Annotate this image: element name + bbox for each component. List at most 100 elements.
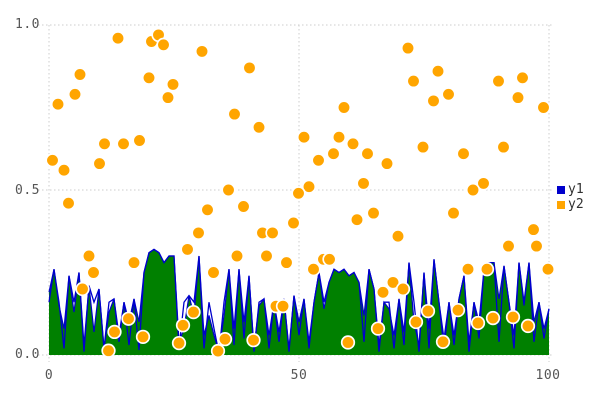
y2-point [56, 163, 72, 178]
y2-point [141, 70, 157, 85]
y2-point [420, 303, 436, 319]
y2-point [210, 343, 226, 359]
legend: y1 y2 [557, 183, 584, 212]
y2-point [311, 153, 326, 168]
ytick-1.0: 1.0 [15, 17, 40, 32]
y2-point [200, 202, 215, 217]
y2-point [336, 100, 352, 115]
y2-point [97, 136, 112, 151]
y2-point [291, 186, 306, 201]
y2-point [485, 310, 501, 326]
y2-point [265, 225, 280, 241]
ytick-0.5: 0.5 [15, 183, 40, 198]
y2-point [529, 238, 544, 254]
y2-point [520, 318, 536, 334]
y2-point [165, 77, 181, 92]
y2-point [121, 311, 136, 326]
y2-point [408, 314, 424, 330]
y2-point [279, 255, 294, 270]
y2-point [476, 176, 491, 191]
y2-point [107, 324, 122, 340]
y2-point [460, 262, 476, 277]
y2-point [75, 281, 90, 297]
xtick-50: 50 [290, 368, 308, 383]
y2-point [67, 87, 83, 102]
y2-point [50, 97, 66, 112]
y2-point [395, 281, 411, 297]
y2-point [227, 106, 242, 122]
legend-swatch-y1-icon [557, 186, 565, 194]
y2-point [132, 133, 147, 148]
y2-point [326, 146, 341, 161]
y2-point [126, 255, 142, 270]
y2-point [229, 248, 245, 264]
y2-point [160, 90, 176, 105]
y2-point [430, 64, 446, 79]
y2-point [331, 130, 347, 145]
y2-point [322, 252, 337, 267]
y2-point [296, 130, 312, 145]
y2-point [446, 205, 461, 221]
y2-point [360, 146, 375, 161]
y2-point [92, 156, 107, 171]
y2-point [426, 93, 441, 109]
y2-point [496, 139, 511, 155]
y2-point [221, 182, 236, 198]
y2-point [175, 318, 191, 333]
y2-point [379, 156, 395, 171]
y2-point [505, 309, 521, 325]
y2-point [306, 262, 321, 277]
y2-point [180, 242, 195, 257]
y2-point [206, 265, 221, 280]
y2-point [375, 285, 391, 300]
y2-point [415, 139, 431, 155]
y2-point [366, 205, 381, 221]
xtick-0: 0 [44, 368, 54, 383]
y2-point [479, 262, 495, 277]
y2-point [526, 222, 541, 237]
legend-label-y2: y2 [568, 197, 584, 212]
y2-point [370, 321, 386, 336]
legend-swatch-y2-icon [557, 201, 565, 209]
y2-point [470, 315, 486, 331]
y2-point [101, 343, 116, 358]
y2-point [275, 299, 291, 314]
y2-point [301, 179, 317, 194]
ytick-0.0: 0.0 [15, 347, 40, 362]
y2-point [45, 153, 60, 168]
y2-point [465, 182, 481, 198]
y2-point [340, 335, 356, 350]
y2-point [456, 146, 471, 161]
y2-point [81, 248, 97, 264]
y2-point [536, 100, 551, 115]
y2-point [349, 212, 365, 227]
y2-point [171, 335, 187, 351]
y2-point [406, 73, 421, 89]
y2-point [441, 87, 456, 102]
y2-point [110, 31, 126, 46]
legend-item-y2: y2 [557, 198, 584, 212]
y2-point [450, 302, 466, 318]
y2-point [259, 248, 274, 264]
y2-point [194, 44, 210, 59]
y2-point [242, 60, 257, 76]
y2-point [86, 265, 101, 280]
y2-point [236, 199, 251, 214]
y2-point [156, 37, 171, 52]
legend-label-y1: y1 [568, 182, 584, 197]
y2-point [400, 40, 416, 56]
y2-point [356, 176, 371, 191]
y2-point [385, 275, 401, 290]
y2-point [246, 333, 261, 348]
y2-point [72, 67, 88, 82]
y2-point [501, 238, 516, 254]
y2-point [491, 73, 506, 89]
y2-point [116, 136, 131, 151]
legend-item-y1: y1 [557, 183, 584, 197]
y2-point [510, 90, 526, 105]
y2-point [186, 304, 201, 320]
y2-point [191, 225, 206, 241]
y2-point [286, 215, 301, 231]
